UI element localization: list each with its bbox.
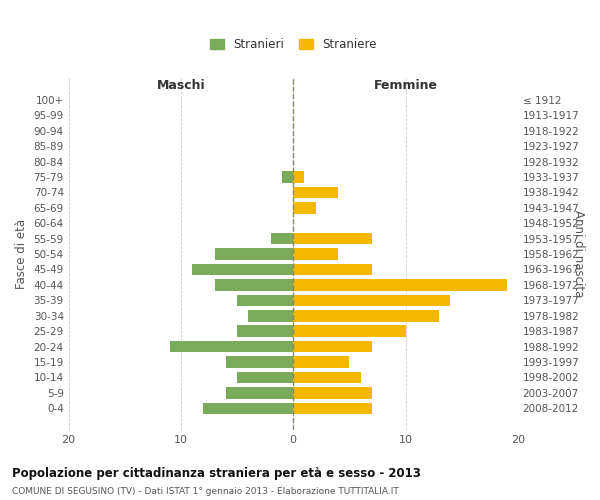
Legend: Stranieri, Straniere: Stranieri, Straniere [206, 34, 380, 54]
Bar [170, 341, 293, 352]
Y-axis label: Anni di nascita: Anni di nascita [572, 210, 585, 298]
Bar [226, 356, 293, 368]
Bar [282, 171, 293, 182]
Bar [226, 387, 293, 398]
Text: Popolazione per cittadinanza straniera per età e sesso - 2013: Popolazione per cittadinanza straniera p… [12, 468, 421, 480]
Bar [293, 402, 372, 414]
Bar [237, 372, 293, 384]
Bar [192, 264, 293, 276]
Bar [215, 279, 293, 290]
Y-axis label: Fasce di età: Fasce di età [15, 219, 28, 289]
Bar [271, 233, 293, 244]
Bar [293, 279, 506, 290]
Bar [293, 186, 338, 198]
Bar [293, 372, 361, 384]
Bar [293, 264, 372, 276]
Bar [293, 326, 406, 337]
Text: COMUNE DI SEGUSINO (TV) - Dati ISTAT 1° gennaio 2013 - Elaborazione TUTTITALIA.I: COMUNE DI SEGUSINO (TV) - Dati ISTAT 1° … [12, 487, 399, 496]
Bar [248, 310, 293, 322]
Bar [237, 294, 293, 306]
Bar [293, 202, 316, 213]
Bar [293, 248, 338, 260]
Bar [293, 233, 372, 244]
Bar [293, 294, 451, 306]
Text: Maschi: Maschi [157, 79, 205, 92]
Bar [203, 402, 293, 414]
Bar [237, 326, 293, 337]
Bar [293, 341, 372, 352]
Bar [293, 356, 349, 368]
Bar [215, 248, 293, 260]
Text: Femmine: Femmine [374, 79, 437, 92]
Bar [293, 171, 304, 182]
Bar [293, 387, 372, 398]
Bar [293, 310, 439, 322]
